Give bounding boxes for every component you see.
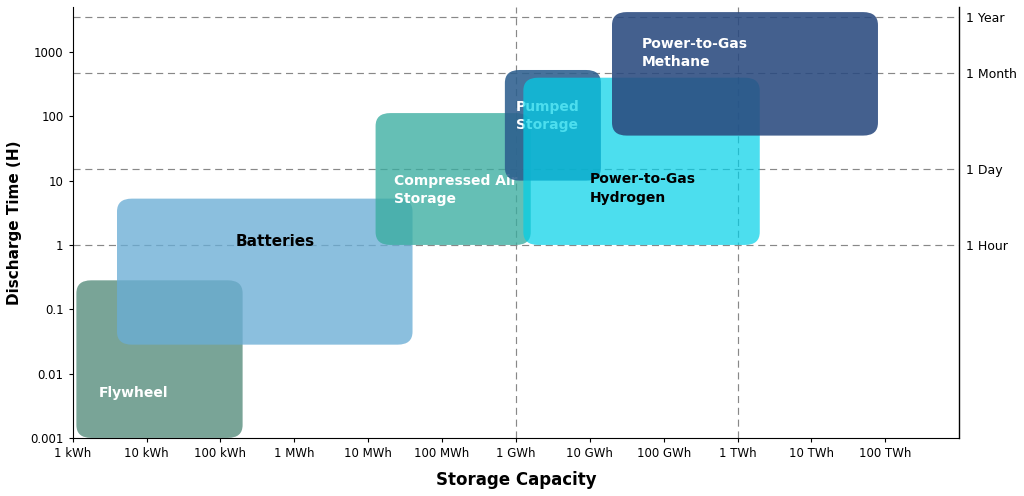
FancyBboxPatch shape: [117, 198, 413, 345]
Text: Power-to-Gas
Hydrogen: Power-to-Gas Hydrogen: [590, 172, 696, 204]
Text: Power-to-Gas
Methane: Power-to-Gas Methane: [642, 37, 748, 69]
Text: Flywheel: Flywheel: [98, 386, 168, 400]
Text: Compressed Air
Storage: Compressed Air Storage: [394, 174, 517, 206]
FancyBboxPatch shape: [77, 280, 243, 438]
Text: Pumped
Storage: Pumped Storage: [516, 100, 580, 132]
FancyBboxPatch shape: [376, 113, 530, 245]
Y-axis label: Discharge Time (H): Discharge Time (H): [7, 140, 22, 305]
FancyBboxPatch shape: [505, 70, 601, 181]
FancyBboxPatch shape: [523, 78, 760, 245]
Text: Batteries: Batteries: [236, 234, 314, 249]
X-axis label: Storage Capacity: Storage Capacity: [435, 471, 596, 489]
FancyBboxPatch shape: [612, 12, 878, 135]
